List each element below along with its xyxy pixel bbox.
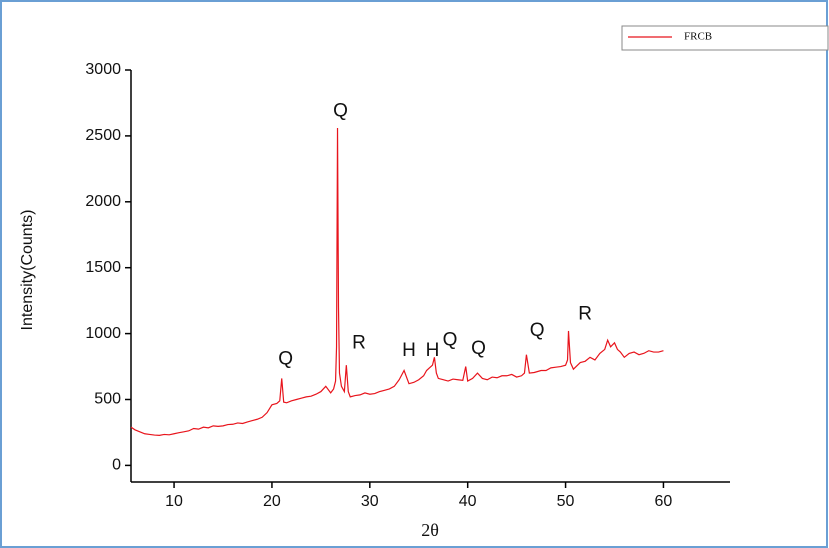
annotation: Q [530,320,545,341]
x-tick-label: 60 [655,493,673,510]
y-tick-label: 2000 [85,193,121,210]
annotation: R [352,333,366,354]
y-tick-label: 2500 [85,127,121,144]
x-tick-label: 10 [165,493,183,510]
x-tick-label: 50 [557,493,575,510]
legend-label: FRCB [684,31,712,43]
annotation: H [402,340,416,361]
y-tick-label: 1500 [85,259,121,276]
y-tick-label: 3000 [85,61,121,78]
y-tick-label: 1000 [85,325,121,342]
x-axis-label: 2θ [421,520,439,540]
y-tick-label: 500 [94,391,121,408]
x-tick-label: 40 [459,493,477,510]
y-tick-label: 0 [112,457,121,474]
annotation: Q [333,101,348,122]
annotation: Q [443,330,458,351]
annotation: Q [471,338,486,359]
legend-box [621,25,829,51]
annotation: H [426,340,440,361]
x-tick-label: 30 [361,493,379,510]
annotation: Q [278,348,293,369]
annotation: R [578,304,592,325]
data-line [130,127,664,436]
y-axis-label: Intensity(Counts) [19,210,36,331]
x-tick-label: 20 [263,493,281,510]
